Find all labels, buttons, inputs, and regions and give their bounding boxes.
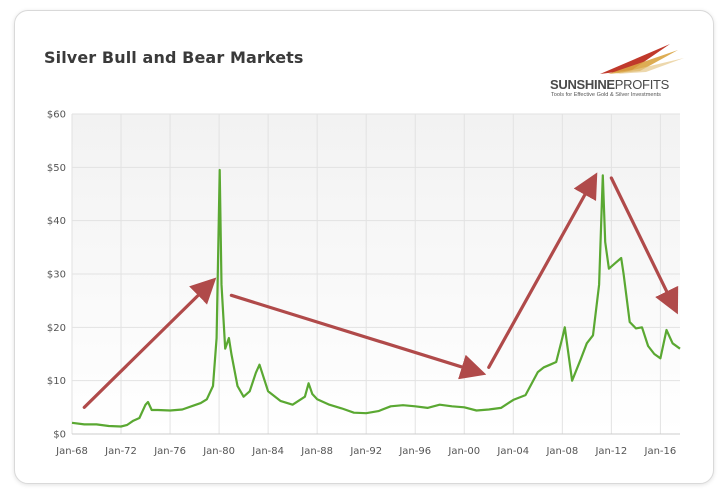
silver-price-line xyxy=(71,168,681,428)
chart-title: Silver Bull and Bear Markets xyxy=(44,48,304,67)
x-tick-label: Jan-96 xyxy=(398,446,431,457)
x-tick-label: Jan-16 xyxy=(644,446,677,457)
brand-name-light: PROFITS xyxy=(614,77,670,92)
x-tick-label: Jan-68 xyxy=(55,446,88,457)
x-tick-label: Jan-76 xyxy=(153,446,186,457)
trend-arrow xyxy=(229,293,487,380)
y-tick-label: $60 xyxy=(47,110,66,121)
x-tick-label: Jan-88 xyxy=(300,446,333,457)
sunshine-profits-logo xyxy=(600,44,684,74)
trend-arrows xyxy=(82,172,679,409)
y-tick-label: $20 xyxy=(47,323,66,334)
y-tick-label: $40 xyxy=(47,216,66,227)
x-tick-label: Jan-08 xyxy=(545,446,578,457)
brand-name: SUNSHINEPROFITS xyxy=(550,77,669,92)
x-tick-label: Jan-04 xyxy=(496,446,529,457)
x-tick-label: Jan-80 xyxy=(202,446,235,457)
x-axis: Jan-68 Jan-72 Jan-76 Jan-80 Jan-84 Jan-88 Jan-… xyxy=(55,446,676,457)
y-tick-label: $50 xyxy=(47,163,66,174)
x-tick-label: Jan-12 xyxy=(594,446,627,457)
y-tick-label: $30 xyxy=(47,270,66,281)
trend-arrow xyxy=(487,172,598,369)
y-axis: $0 $10 $20 $30 $40 $50 $60 xyxy=(47,110,66,441)
x-tick-label: Jan-92 xyxy=(349,446,382,457)
y-tick-label: $10 xyxy=(47,376,66,387)
trend-arrow xyxy=(82,277,217,409)
y-tick-label: $0 xyxy=(53,430,66,441)
brand-name-bold: SUNSHINE xyxy=(550,77,615,92)
x-tick-label: Jan-00 xyxy=(447,446,480,457)
trend-arrow xyxy=(609,176,679,315)
x-tick-label: Jan-84 xyxy=(251,446,284,457)
x-tick-label: Jan-72 xyxy=(104,446,137,457)
grid xyxy=(71,113,680,435)
brand-tagline: Tools for Effective Gold & Silver Invest… xyxy=(551,92,661,98)
